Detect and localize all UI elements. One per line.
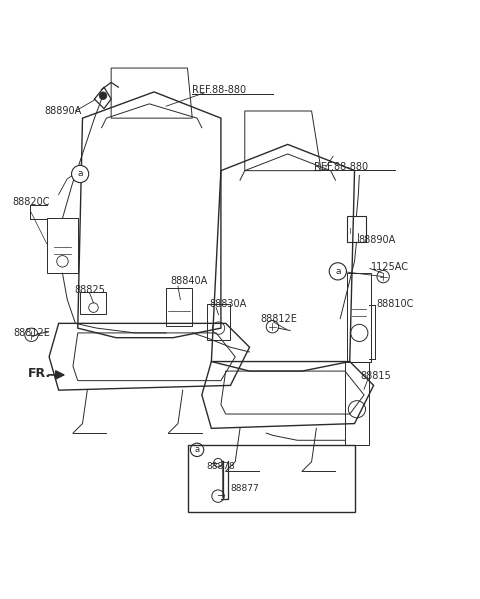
- Text: 88890A: 88890A: [359, 235, 396, 245]
- Bar: [348, 273, 371, 362]
- Text: 1125AC: 1125AC: [371, 262, 409, 272]
- Bar: [206, 304, 230, 340]
- Text: REF.88-880: REF.88-880: [314, 162, 368, 172]
- Bar: [47, 219, 78, 273]
- Circle shape: [72, 165, 89, 183]
- Text: a: a: [77, 170, 83, 179]
- Bar: [345, 362, 369, 445]
- Bar: [188, 445, 355, 512]
- Text: 88840A: 88840A: [171, 276, 208, 286]
- Text: 88815: 88815: [360, 371, 391, 381]
- Bar: [166, 288, 192, 326]
- Text: 88810C: 88810C: [376, 300, 413, 309]
- Text: 88820C: 88820C: [12, 196, 49, 207]
- Text: a: a: [194, 445, 200, 454]
- Circle shape: [99, 92, 107, 99]
- Text: 88825: 88825: [74, 285, 105, 295]
- Text: REF.88-880: REF.88-880: [192, 86, 246, 95]
- Bar: [80, 292, 107, 314]
- Text: FR.: FR.: [28, 367, 51, 380]
- Text: 88812E: 88812E: [13, 328, 50, 338]
- Circle shape: [191, 443, 204, 456]
- Text: 88830A: 88830A: [209, 300, 246, 309]
- Bar: [348, 216, 365, 242]
- Text: 88877: 88877: [230, 485, 259, 494]
- Text: a: a: [335, 267, 341, 276]
- Text: 88890A: 88890A: [44, 106, 82, 116]
- Text: 88812E: 88812E: [261, 314, 298, 323]
- Text: 88878: 88878: [206, 462, 235, 471]
- Circle shape: [329, 263, 347, 280]
